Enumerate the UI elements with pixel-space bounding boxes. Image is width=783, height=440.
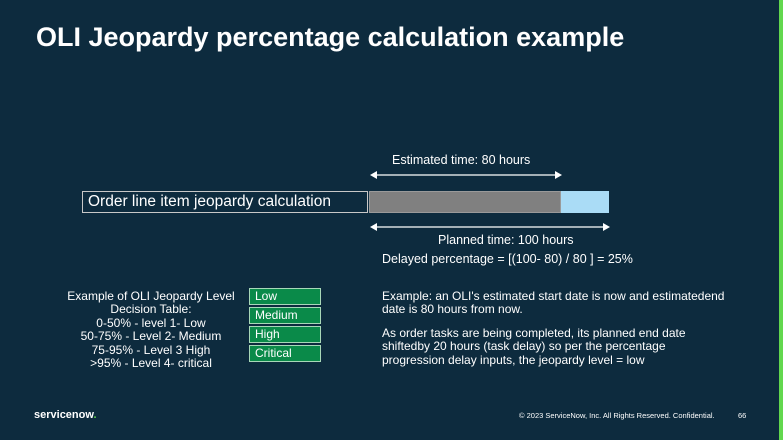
slide-title: OLI Jeopardy percentage calculation exam… (36, 22, 625, 52)
page-number: 66 (738, 411, 747, 420)
decision-line: 75-95% - Level 3 High (91, 342, 211, 357)
estimated-time-arrow (370, 171, 562, 179)
decision-line: 0-50% - level 1- Low (96, 315, 206, 330)
decision-table-text: Example of OLI Jeopardy Level Decision T… (50, 289, 252, 371)
example-paragraph-2: As order tasks are being completed, its … (382, 325, 686, 367)
jeopardy-level-list: Low Medium High Critical (249, 288, 321, 364)
estimated-time-bar (369, 191, 561, 213)
level-critical: Critical (249, 345, 321, 362)
level-low: Low (249, 288, 321, 305)
decision-line: 50-75% - Level 2- Medium (80, 329, 222, 344)
copyright-text: © 2023 ServiceNow, Inc. All Rights Reser… (519, 411, 715, 420)
example-text: Example: an OLI's estimated start date i… (382, 289, 727, 377)
order-line-item-label: Order line item jeopardy calculation (82, 191, 368, 213)
servicenow-logo: servicenow. (34, 409, 97, 421)
delayed-percentage-formula: Delayed percentage = [(100- 80) / 80 ] =… (382, 252, 633, 266)
delay-bar (561, 191, 609, 213)
example-paragraph-1: Example: an OLI's estimated start date i… (382, 289, 725, 317)
decision-line: Example of OLI Jeopardy Level (67, 289, 235, 303)
decision-line: >95% - Level 4- critical (90, 356, 212, 371)
planned-time-label: Planned time: 100 hours (438, 233, 574, 247)
planned-time-arrow (370, 223, 610, 231)
estimated-time-label: Estimated time: 80 hours (392, 153, 531, 167)
decision-line: Decision Table: (110, 302, 192, 317)
logo-text: servicenow (34, 409, 94, 421)
level-medium: Medium (249, 307, 321, 324)
level-high: High (249, 326, 321, 343)
accent-bar (779, 0, 783, 440)
